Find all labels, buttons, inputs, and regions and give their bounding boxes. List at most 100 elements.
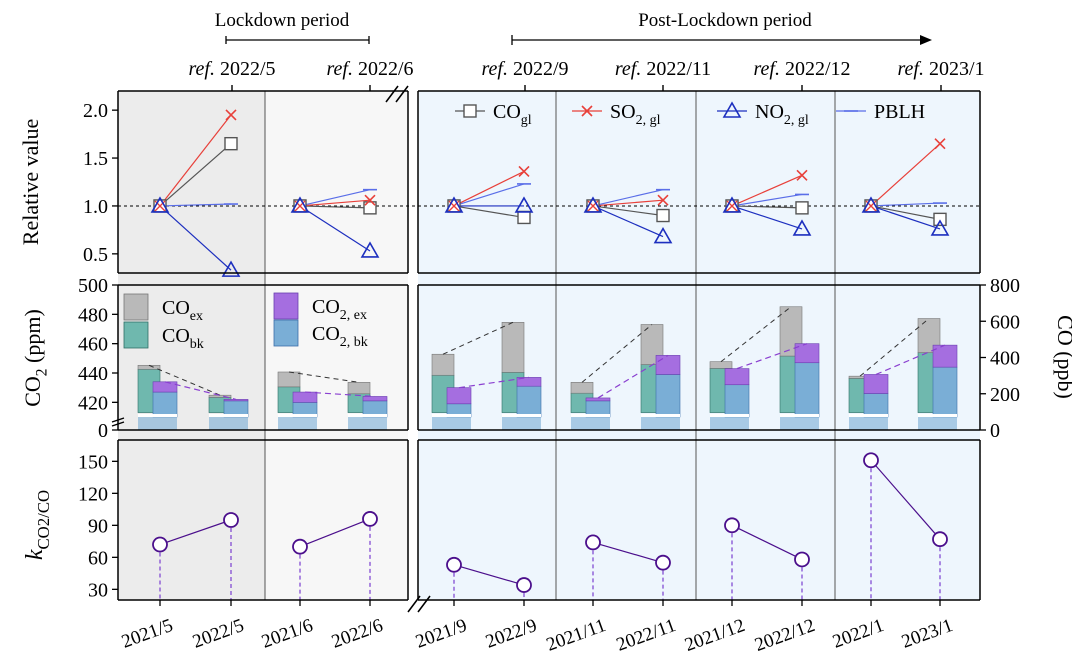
bar-stub-11 — [918, 417, 957, 430]
mid-legend-label-2-sub: 2, ex — [340, 308, 367, 323]
k-line-5 — [870, 459, 941, 540]
top-legend-label-3: PBLH — [874, 101, 925, 123]
no2-marker-2 — [514, 196, 534, 213]
bot-ytick-label-3: 120 — [78, 483, 108, 505]
co2-total-connector-5 — [875, 344, 946, 376]
co-marker-0 — [224, 136, 238, 151]
no2-marker-5 — [930, 219, 950, 236]
ref-label-1: ref. 2022/6 — [326, 58, 413, 80]
no2-line-5 — [870, 205, 941, 230]
bar-stub-5 — [502, 417, 541, 430]
top-legend-label-1-sub: 2, gl — [636, 113, 661, 128]
x-category-label-8: 2021/12 — [682, 615, 748, 656]
top-ytick-label-1: 1.0 — [83, 196, 108, 218]
top-legend-marker-1 — [581, 105, 593, 117]
no2-base-marker-0 — [150, 196, 170, 213]
mid-ylabel-left-main: CO — [20, 376, 45, 407]
pblh-line-0 — [159, 203, 232, 207]
no2-line-4 — [731, 205, 803, 230]
mid-right-ytick-label-4: 800 — [990, 275, 1020, 297]
bar-stub-3 — [348, 417, 387, 430]
co-marker-1 — [363, 201, 377, 215]
ref-prefix-3: ref. — [615, 58, 641, 80]
mid-legend-label-0-main: CO — [162, 297, 190, 319]
period-bg-2 — [418, 91, 556, 600]
top-ylabel: Relative value — [18, 119, 43, 245]
axis-break-strip-6 — [571, 414, 610, 417]
axis-break-slash-3 — [417, 595, 431, 613]
so2-marker-5 — [934, 138, 946, 150]
co-ex-bar-0 — [137, 364, 161, 370]
axis-break-slash-1 — [395, 85, 409, 103]
so2-line-4 — [731, 174, 803, 207]
k-line-1 — [299, 518, 371, 548]
ref-date-0: 2022/5 — [215, 58, 276, 80]
axis-break-slash-2 — [407, 595, 421, 613]
bot-ytick-label-0: 30 — [88, 579, 108, 601]
co-total-connector-4 — [720, 306, 792, 363]
mid-legend-swatch-3 — [273, 319, 299, 347]
series-lines — [118, 101, 980, 600]
pblh-line-2 — [453, 183, 525, 207]
co2-ex-bar-1 — [223, 399, 249, 402]
axis-break-strip-7 — [641, 414, 680, 417]
co2-total-connector-2 — [458, 376, 530, 389]
ref-date-4: 2022/12 — [780, 58, 851, 80]
k-point-5 — [516, 577, 532, 593]
x-category-label-11: 2023/1 — [899, 615, 956, 653]
so2-marker-0 — [225, 109, 237, 121]
axis-break-slash-0 — [385, 85, 399, 103]
mid-legend-label-1-main: CO — [162, 325, 190, 347]
mid-ytick-label-1: 420 — [78, 392, 108, 414]
k-point-3 — [362, 511, 378, 527]
x-category-label-3: 2022/6 — [329, 615, 386, 653]
so2-line-2 — [453, 170, 525, 207]
co-marker-3 — [656, 208, 670, 223]
period-bg-5 — [835, 91, 980, 600]
mid-ytick-label-3: 460 — [78, 334, 108, 356]
co-line-0 — [159, 143, 232, 207]
post-lockdown-arrow-head — [920, 35, 932, 45]
co-line-1 — [299, 205, 371, 209]
co-total-connector-0 — [148, 364, 221, 396]
no2-base-marker-2 — [444, 196, 464, 213]
mid-ylabel-right: CO (ppb) — [1053, 315, 1072, 399]
co2-ex-bar-6 — [585, 397, 611, 402]
bar-stub-8 — [710, 417, 749, 430]
pblh-line-5 — [870, 202, 941, 207]
ref-label-0: ref. 2022/5 — [188, 58, 275, 80]
co-total-connector-3 — [581, 324, 653, 383]
axis-break-strip-0 — [138, 414, 177, 417]
ref-prefix-0: ref. — [188, 58, 214, 80]
co-line-3 — [592, 205, 664, 217]
co2-total-connector-3 — [597, 354, 669, 399]
mid-legend-label-0-sub: ex — [190, 309, 203, 324]
no2-marker-4 — [792, 219, 812, 236]
mid-legend-swatch-1 — [123, 321, 149, 349]
co2-bk-bar-8 — [724, 384, 750, 418]
k-point-6 — [585, 534, 601, 551]
axis-break-strip-2 — [278, 414, 317, 417]
no2-marker-1 — [360, 241, 380, 258]
ref-date-1: 2022/6 — [353, 58, 414, 80]
top-ytick-label-0: 0.5 — [83, 244, 108, 266]
ref-prefix-1: ref. — [326, 58, 352, 80]
mid-legend-swatch-0 — [123, 293, 149, 321]
axis-break-strip-10 — [849, 414, 888, 417]
co2-ex-bar-7 — [655, 355, 681, 375]
x-category-label-6: 2021/11 — [544, 615, 609, 656]
no2-base-marker-3 — [583, 196, 603, 213]
top-ytick-label-3: 2.0 — [83, 100, 108, 122]
co2-total-connector-4 — [736, 343, 808, 370]
ref-date-3: 2022/11 — [641, 58, 711, 80]
co-total-connector-2 — [442, 321, 514, 355]
co2-bk-bar-11 — [932, 366, 958, 418]
bot-ytick-label-4: 150 — [78, 451, 108, 473]
axis-break-strip-9 — [780, 414, 819, 417]
co-ex-bar-3 — [347, 382, 371, 395]
co-ex-bar-1 — [208, 394, 232, 398]
mid-ytick-label-2: 440 — [78, 363, 108, 385]
top-legend-label-1-main: SO — [610, 101, 636, 123]
mid-right-ytick-label-3: 600 — [990, 311, 1020, 333]
